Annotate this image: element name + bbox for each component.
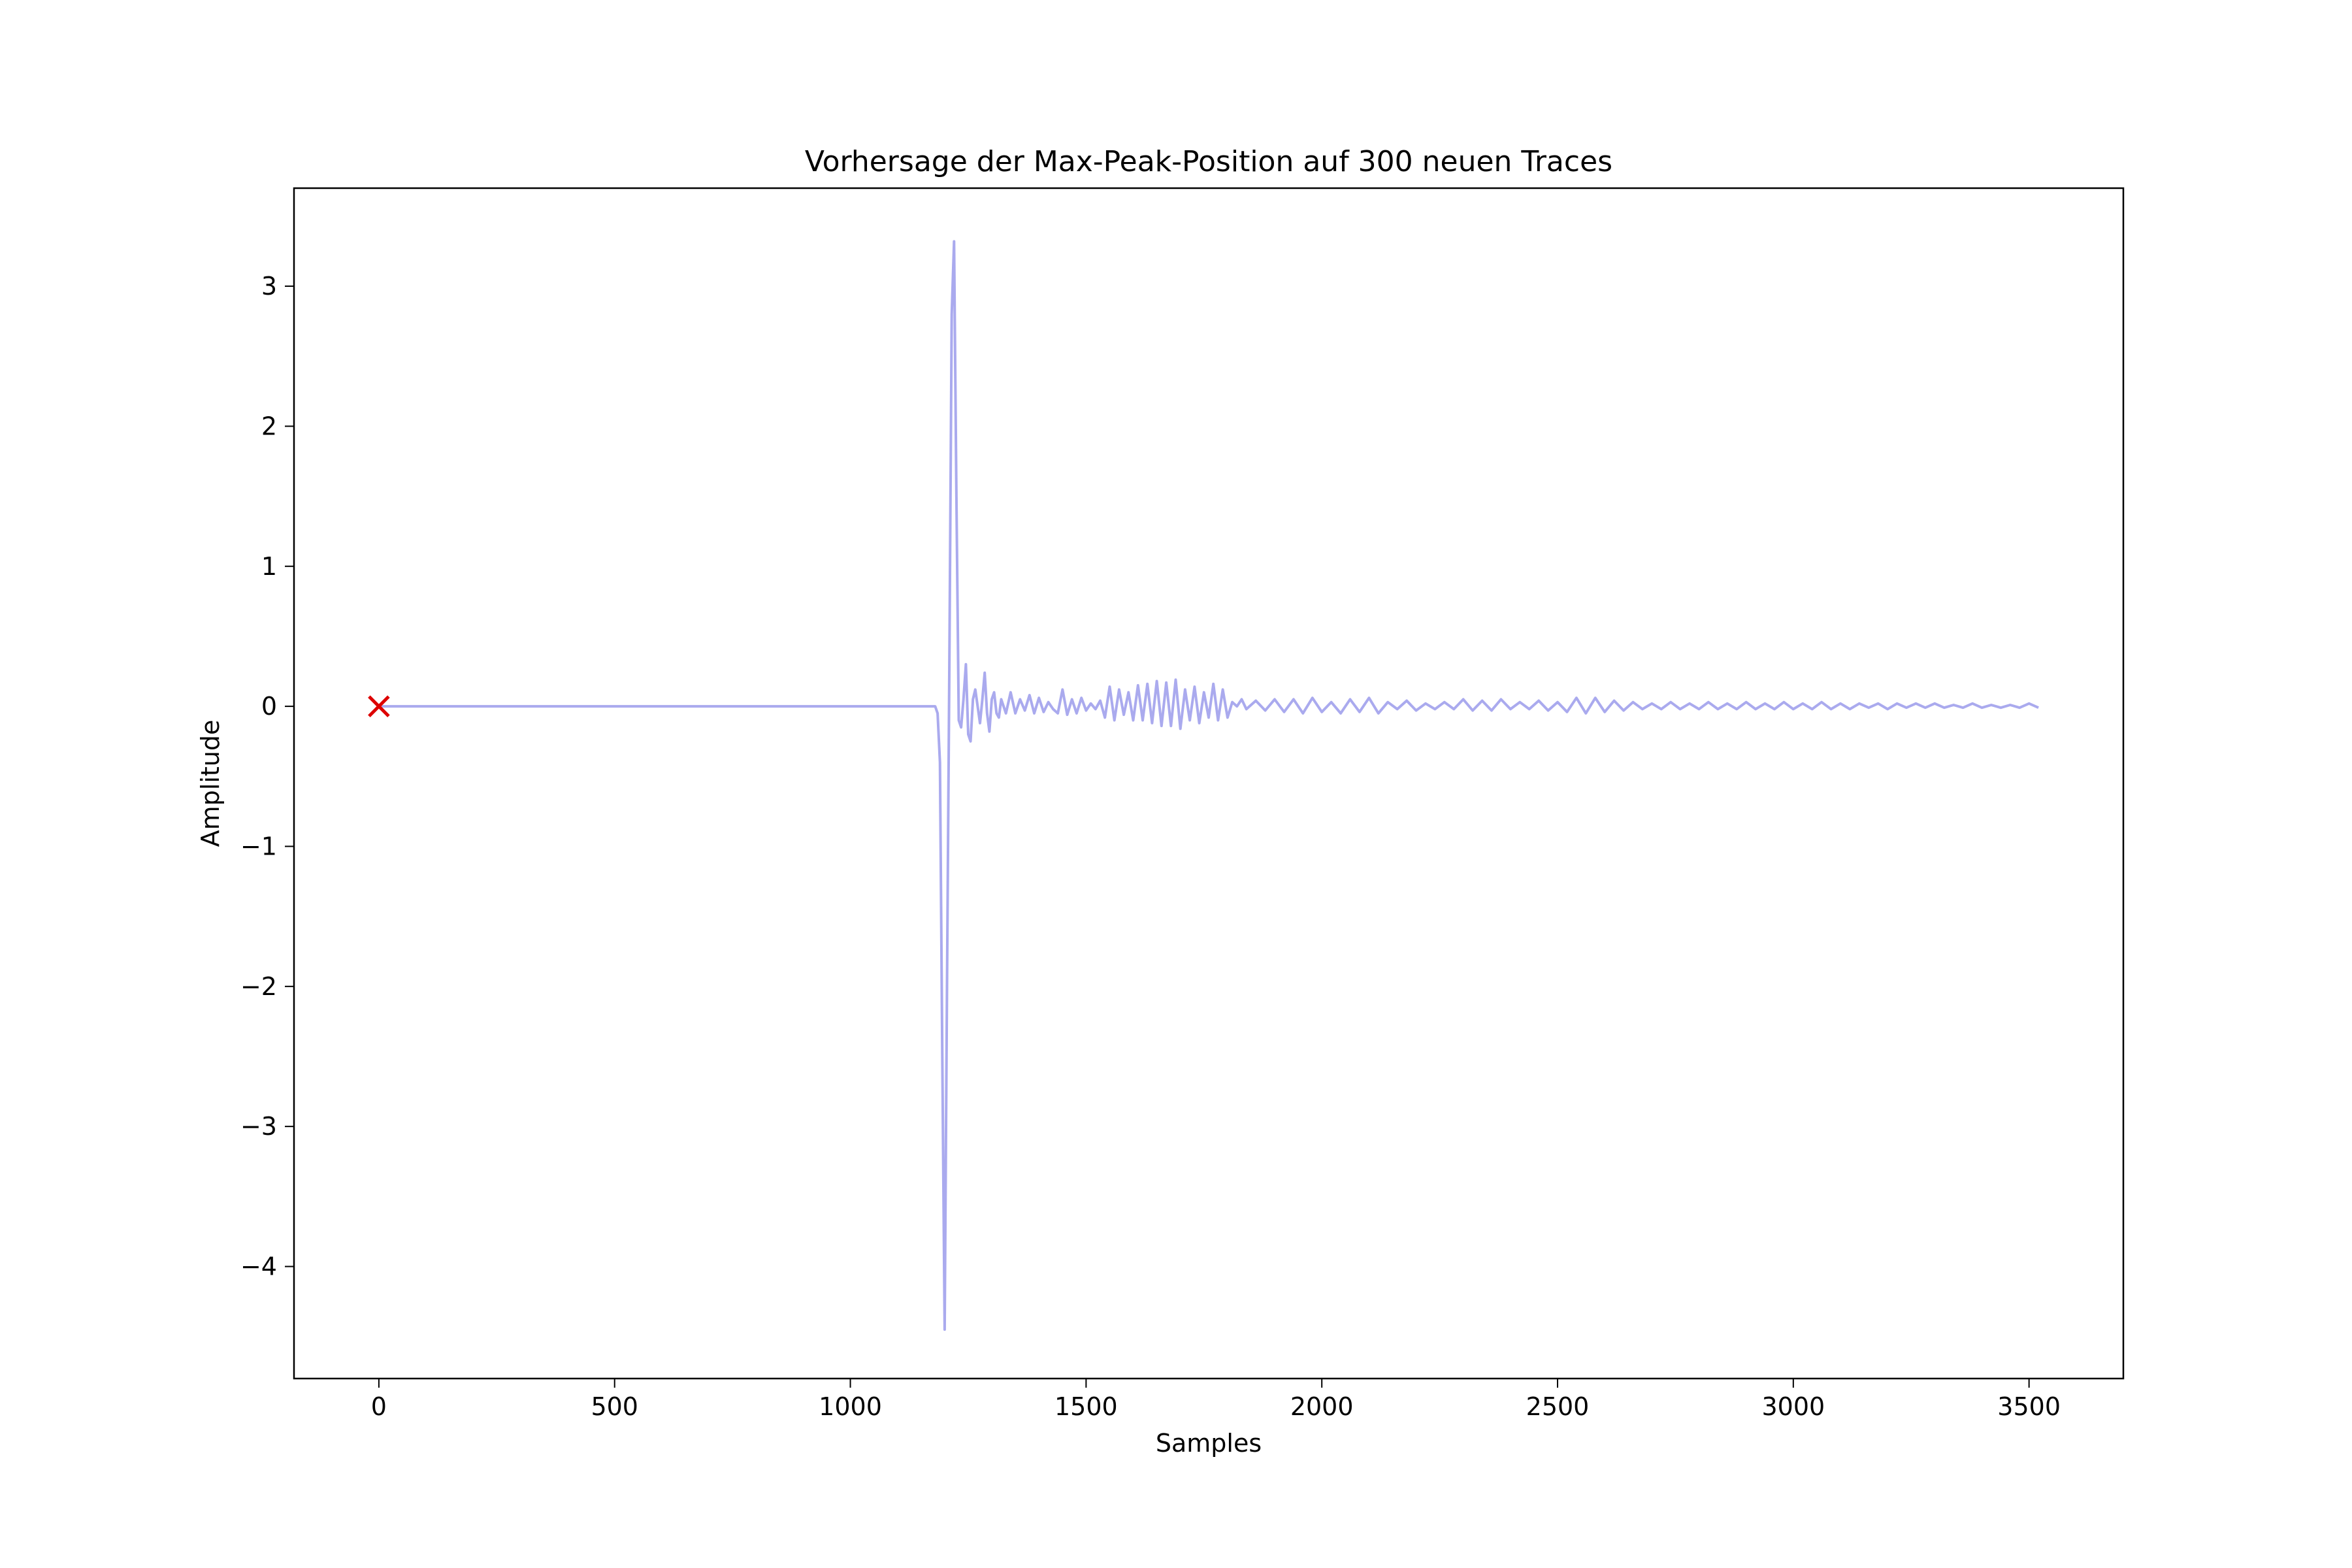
x-tick-label: 3500 xyxy=(1997,1392,2061,1421)
trace-line xyxy=(378,240,2039,1331)
y-tick-label: −2 xyxy=(240,972,277,1001)
x-tick-label: 3000 xyxy=(1761,1392,1825,1421)
y-tick-label: 2 xyxy=(261,412,277,440)
axes-frame xyxy=(293,187,2125,1380)
plot-area xyxy=(368,240,2039,1331)
x-tick-label: 1000 xyxy=(819,1392,882,1421)
x-tick-label: 2500 xyxy=(1526,1392,1590,1421)
y-tick-label: −3 xyxy=(240,1112,277,1141)
x-tick-label: 2000 xyxy=(1290,1392,1354,1421)
y-tick-label: −1 xyxy=(240,832,277,860)
x-axis-label: Samples xyxy=(1156,1429,1262,1458)
y-tick-label: 0 xyxy=(261,692,277,721)
y-tick-label: 3 xyxy=(261,272,277,301)
x-tick-label: 1500 xyxy=(1054,1392,1118,1421)
x-tick-label: 500 xyxy=(591,1392,638,1421)
y-tick-label: 1 xyxy=(261,552,277,581)
y-axis-label: Amplitude xyxy=(196,720,225,847)
y-tick-label: −4 xyxy=(240,1252,277,1281)
x-tick-label: 0 xyxy=(371,1392,387,1421)
axis-ticks: 0 500 1000 1500 2000 2500 3000 3500 −4 −3 −2 −1 0 1 2 3 xyxy=(240,272,2061,1421)
chart-title: Vorhersage der Max-Peak-Position auf 300… xyxy=(805,145,1612,178)
max-peak-marker xyxy=(368,695,390,717)
